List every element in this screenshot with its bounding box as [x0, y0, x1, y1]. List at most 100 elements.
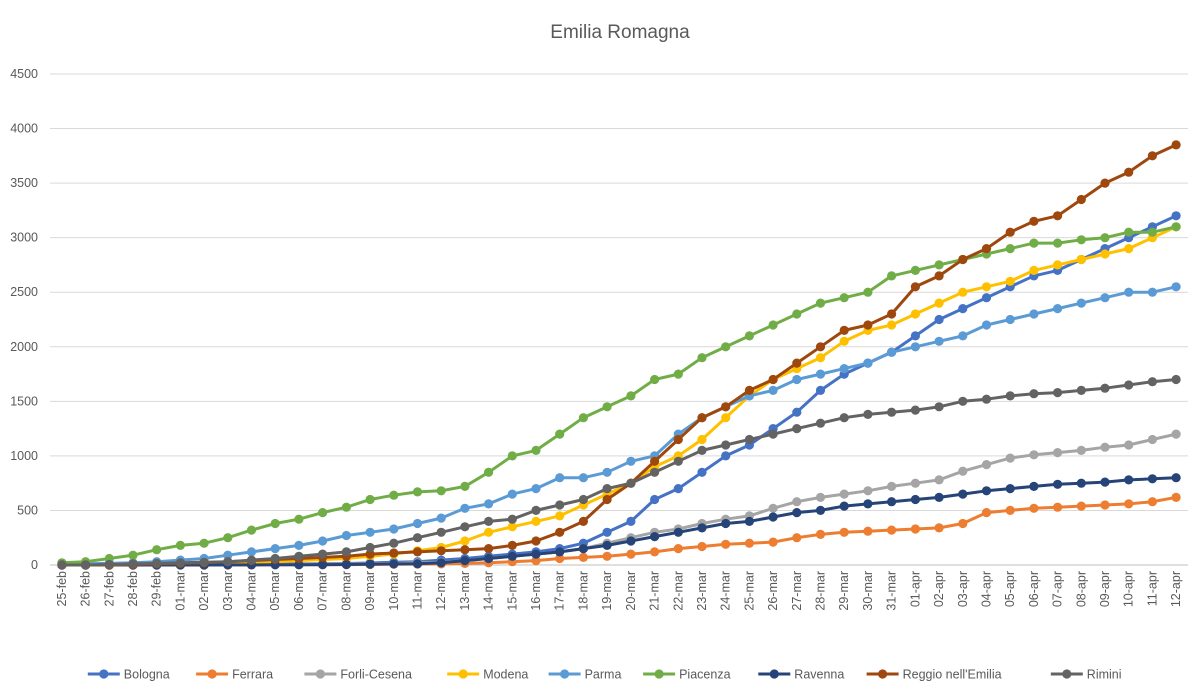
data-point-reggio-nell-emilia: [602, 494, 612, 505]
data-point-modena: [1053, 260, 1063, 270]
data-point-ravenna: [412, 559, 423, 569]
legend-swatch-marker: [458, 669, 468, 679]
data-point-parma: [934, 336, 944, 346]
legend-item-rimini[interactable]: Rimini: [1050, 668, 1122, 682]
data-point-reggio-nell-emilia: [887, 309, 897, 319]
data-point-ravenna: [792, 507, 802, 518]
legend-item-bologna[interactable]: Bologna: [87, 668, 170, 682]
legend-item-parma[interactable]: Parma: [548, 668, 622, 682]
data-point-reggio-nell-emilia: [650, 456, 660, 466]
x-tick-label: 22-mar: [671, 571, 685, 611]
data-point-ravenna: [626, 536, 636, 546]
data-point-piacenza: [887, 271, 897, 281]
x-tick-label: 29-feb: [150, 571, 164, 606]
data-point-bologna: [626, 516, 636, 527]
data-point-parma: [626, 456, 636, 466]
data-point-bologna: [792, 407, 802, 417]
data-point-forli-cesena: [1100, 442, 1110, 452]
data-point-ferrara: [815, 529, 826, 540]
data-point-rimini: [412, 533, 423, 543]
data-point-modena: [910, 309, 921, 319]
data-point-piacenza: [1005, 244, 1015, 254]
data-point-ferrara: [578, 552, 589, 563]
data-point-ravenna: [460, 556, 470, 566]
data-point-forli-cesena: [1147, 434, 1157, 445]
data-point-rimini: [365, 542, 375, 553]
data-point-ravenna: [365, 559, 375, 569]
data-point-reggio-nell-emilia: [721, 402, 731, 412]
data-point-rimini: [697, 445, 707, 455]
data-point-rimini: [673, 456, 683, 466]
data-point-rimini: [958, 396, 968, 406]
data-point-rimini: [578, 494, 589, 505]
data-point-parma: [531, 484, 541, 494]
data-point-ravenna: [1124, 475, 1134, 485]
data-point-rimini: [1171, 374, 1181, 385]
x-tick-label: 05-mar: [268, 571, 282, 611]
data-point-parma: [578, 473, 589, 483]
data-point-rimini: [436, 527, 446, 537]
data-point-rimini: [104, 559, 114, 570]
data-point-parma: [246, 547, 257, 557]
legend-label: Modena: [483, 668, 528, 682]
data-point-parma: [815, 369, 826, 379]
data-point-parma: [1029, 309, 1039, 319]
series-line-reggio-nell-emilia: [61, 143, 1177, 567]
legend-item-reggio-nell-emilia[interactable]: Reggio nell'Emilia: [866, 668, 1002, 682]
legend-item-piacenza[interactable]: Piacenza: [643, 668, 731, 682]
data-point-rimini: [1029, 389, 1039, 399]
data-point-rimini: [341, 547, 351, 557]
x-tick-label: 30-mar: [861, 571, 875, 611]
x-tick-label: 12-apr: [1169, 571, 1183, 607]
data-point-parma: [958, 331, 968, 341]
data-point-piacenza: [128, 550, 138, 560]
x-tick-label: 09-mar: [363, 571, 377, 611]
data-point-piacenza: [507, 451, 517, 461]
x-tick-label: 10-mar: [387, 571, 401, 611]
x-tick-label: 21-mar: [648, 571, 662, 611]
x-tick-label: 27-mar: [790, 571, 804, 611]
data-point-reggio-nell-emilia: [863, 320, 873, 330]
data-point-ferrara: [1171, 492, 1181, 502]
data-point-piacenza: [697, 353, 707, 363]
data-point-rimini: [768, 429, 778, 439]
data-point-piacenza: [1171, 222, 1181, 232]
legend-item-ferrara[interactable]: Ferrara: [196, 668, 273, 682]
data-point-forli-cesena: [1171, 429, 1181, 439]
data-point-reggio-nell-emilia: [1147, 151, 1157, 161]
data-point-bologna: [958, 304, 968, 314]
legend-swatch-marker: [99, 669, 109, 679]
data-point-parma: [768, 385, 778, 395]
data-point-rimini: [1100, 383, 1110, 393]
x-tick-label: 13-mar: [458, 571, 472, 611]
data-point-rimini: [934, 402, 944, 412]
legend-item-forli-cesena[interactable]: Forli-Cesena: [304, 668, 412, 682]
legend-item-ravenna[interactable]: Ravenna: [758, 668, 844, 682]
legend-item-modena[interactable]: Modena: [447, 668, 528, 682]
data-point-piacenza: [365, 494, 375, 505]
x-tick-label: 07-apr: [1051, 571, 1065, 607]
data-point-piacenza: [341, 502, 351, 512]
data-point-reggio-nell-emilia: [1005, 227, 1015, 237]
data-point-modena: [958, 287, 968, 297]
data-point-rimini: [910, 405, 921, 415]
x-tick-label: 15-mar: [505, 571, 519, 611]
data-point-ferrara: [792, 533, 802, 543]
y-axis-ticks: 0 500 1000 1500 2000 2500 3000 3500 4000 4500: [10, 67, 38, 572]
data-point-modena: [981, 282, 992, 292]
y-tick-label: 0: [31, 558, 38, 572]
data-point-piacenza: [578, 413, 589, 423]
data-point-ferrara: [934, 523, 944, 533]
data-point-modena: [1124, 244, 1134, 254]
data-point-ferrara: [626, 549, 636, 559]
data-point-ravenna: [1076, 478, 1086, 488]
x-tick-label: 06-apr: [1027, 571, 1041, 607]
data-point-piacenza: [531, 445, 541, 455]
data-point-rimini: [270, 553, 280, 564]
data-point-ravenna: [887, 497, 897, 507]
data-point-reggio-nell-emilia: [815, 342, 826, 352]
y-tick-label: 1000: [10, 449, 38, 463]
data-point-ferrara: [602, 551, 612, 561]
legend-swatch-marker: [1062, 669, 1072, 679]
